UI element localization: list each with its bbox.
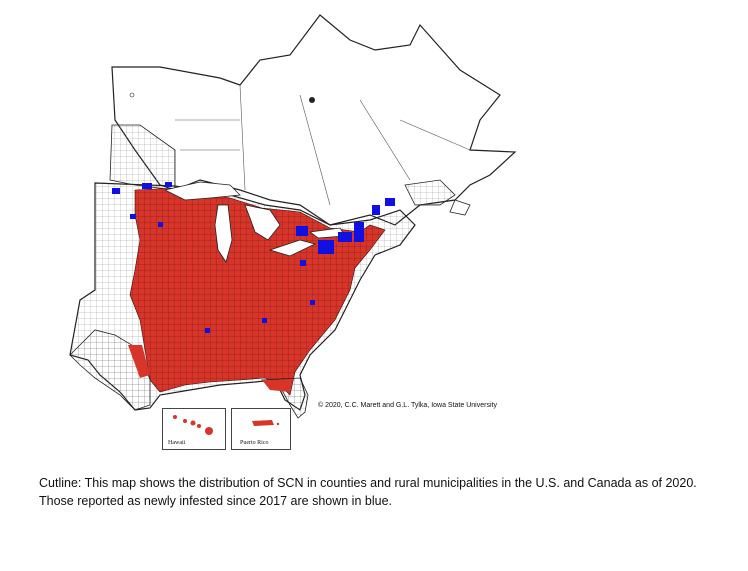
florida [260, 377, 309, 419]
lake-michigan [214, 204, 233, 263]
island [129, 92, 135, 98]
lake-erie [268, 239, 317, 257]
blue-patch [165, 182, 172, 187]
blue-patch [205, 328, 210, 333]
blue-patch [130, 214, 136, 219]
hawaii-inset: Hawaii [162, 408, 226, 450]
blue-patch [354, 222, 364, 242]
puerto-rico-island [252, 420, 280, 426]
canada-internal-lines [175, 84, 471, 206]
blue-patch [296, 226, 308, 236]
puerto-rico-label: Puerto Rico [240, 440, 269, 446]
puerto-rico-inset: Puerto Rico [231, 408, 291, 450]
lake-huron [244, 204, 281, 241]
scn-distribution-map: © 2020, C.C. Marett and G.L. Tylka, Iowa… [69, 14, 517, 450]
blue-patch [112, 188, 120, 194]
blue-patch [158, 222, 163, 227]
canada-region [111, 14, 517, 226]
newly-infested-patches [112, 182, 395, 333]
blue-patch [310, 300, 315, 305]
blue-patch [142, 183, 152, 189]
maritimes [404, 179, 456, 206]
blue-patch [372, 205, 380, 215]
hawaii-islands [173, 415, 213, 435]
map-credit: © 2020, C.C. Marett and G.L. Tylka, Iowa… [318, 402, 497, 409]
lake-superior [163, 181, 241, 201]
island [309, 97, 315, 103]
blue-patch [338, 232, 352, 242]
hawaii-label: Hawaii [168, 440, 186, 446]
caption-line-1: Cutline: This map shows the distribution… [39, 476, 697, 490]
blue-patch [300, 260, 306, 266]
blue-patch [385, 198, 395, 206]
texas-infested [128, 345, 150, 378]
florida-infested [262, 380, 292, 392]
newfoundland [449, 199, 471, 216]
caption-line-2: Those reported as newly infested since 2… [39, 494, 392, 508]
map-caption: Cutline: This map shows the distribution… [39, 474, 739, 510]
blue-patch [262, 318, 267, 323]
map-canvas [69, 14, 517, 419]
blue-patch [318, 240, 334, 254]
